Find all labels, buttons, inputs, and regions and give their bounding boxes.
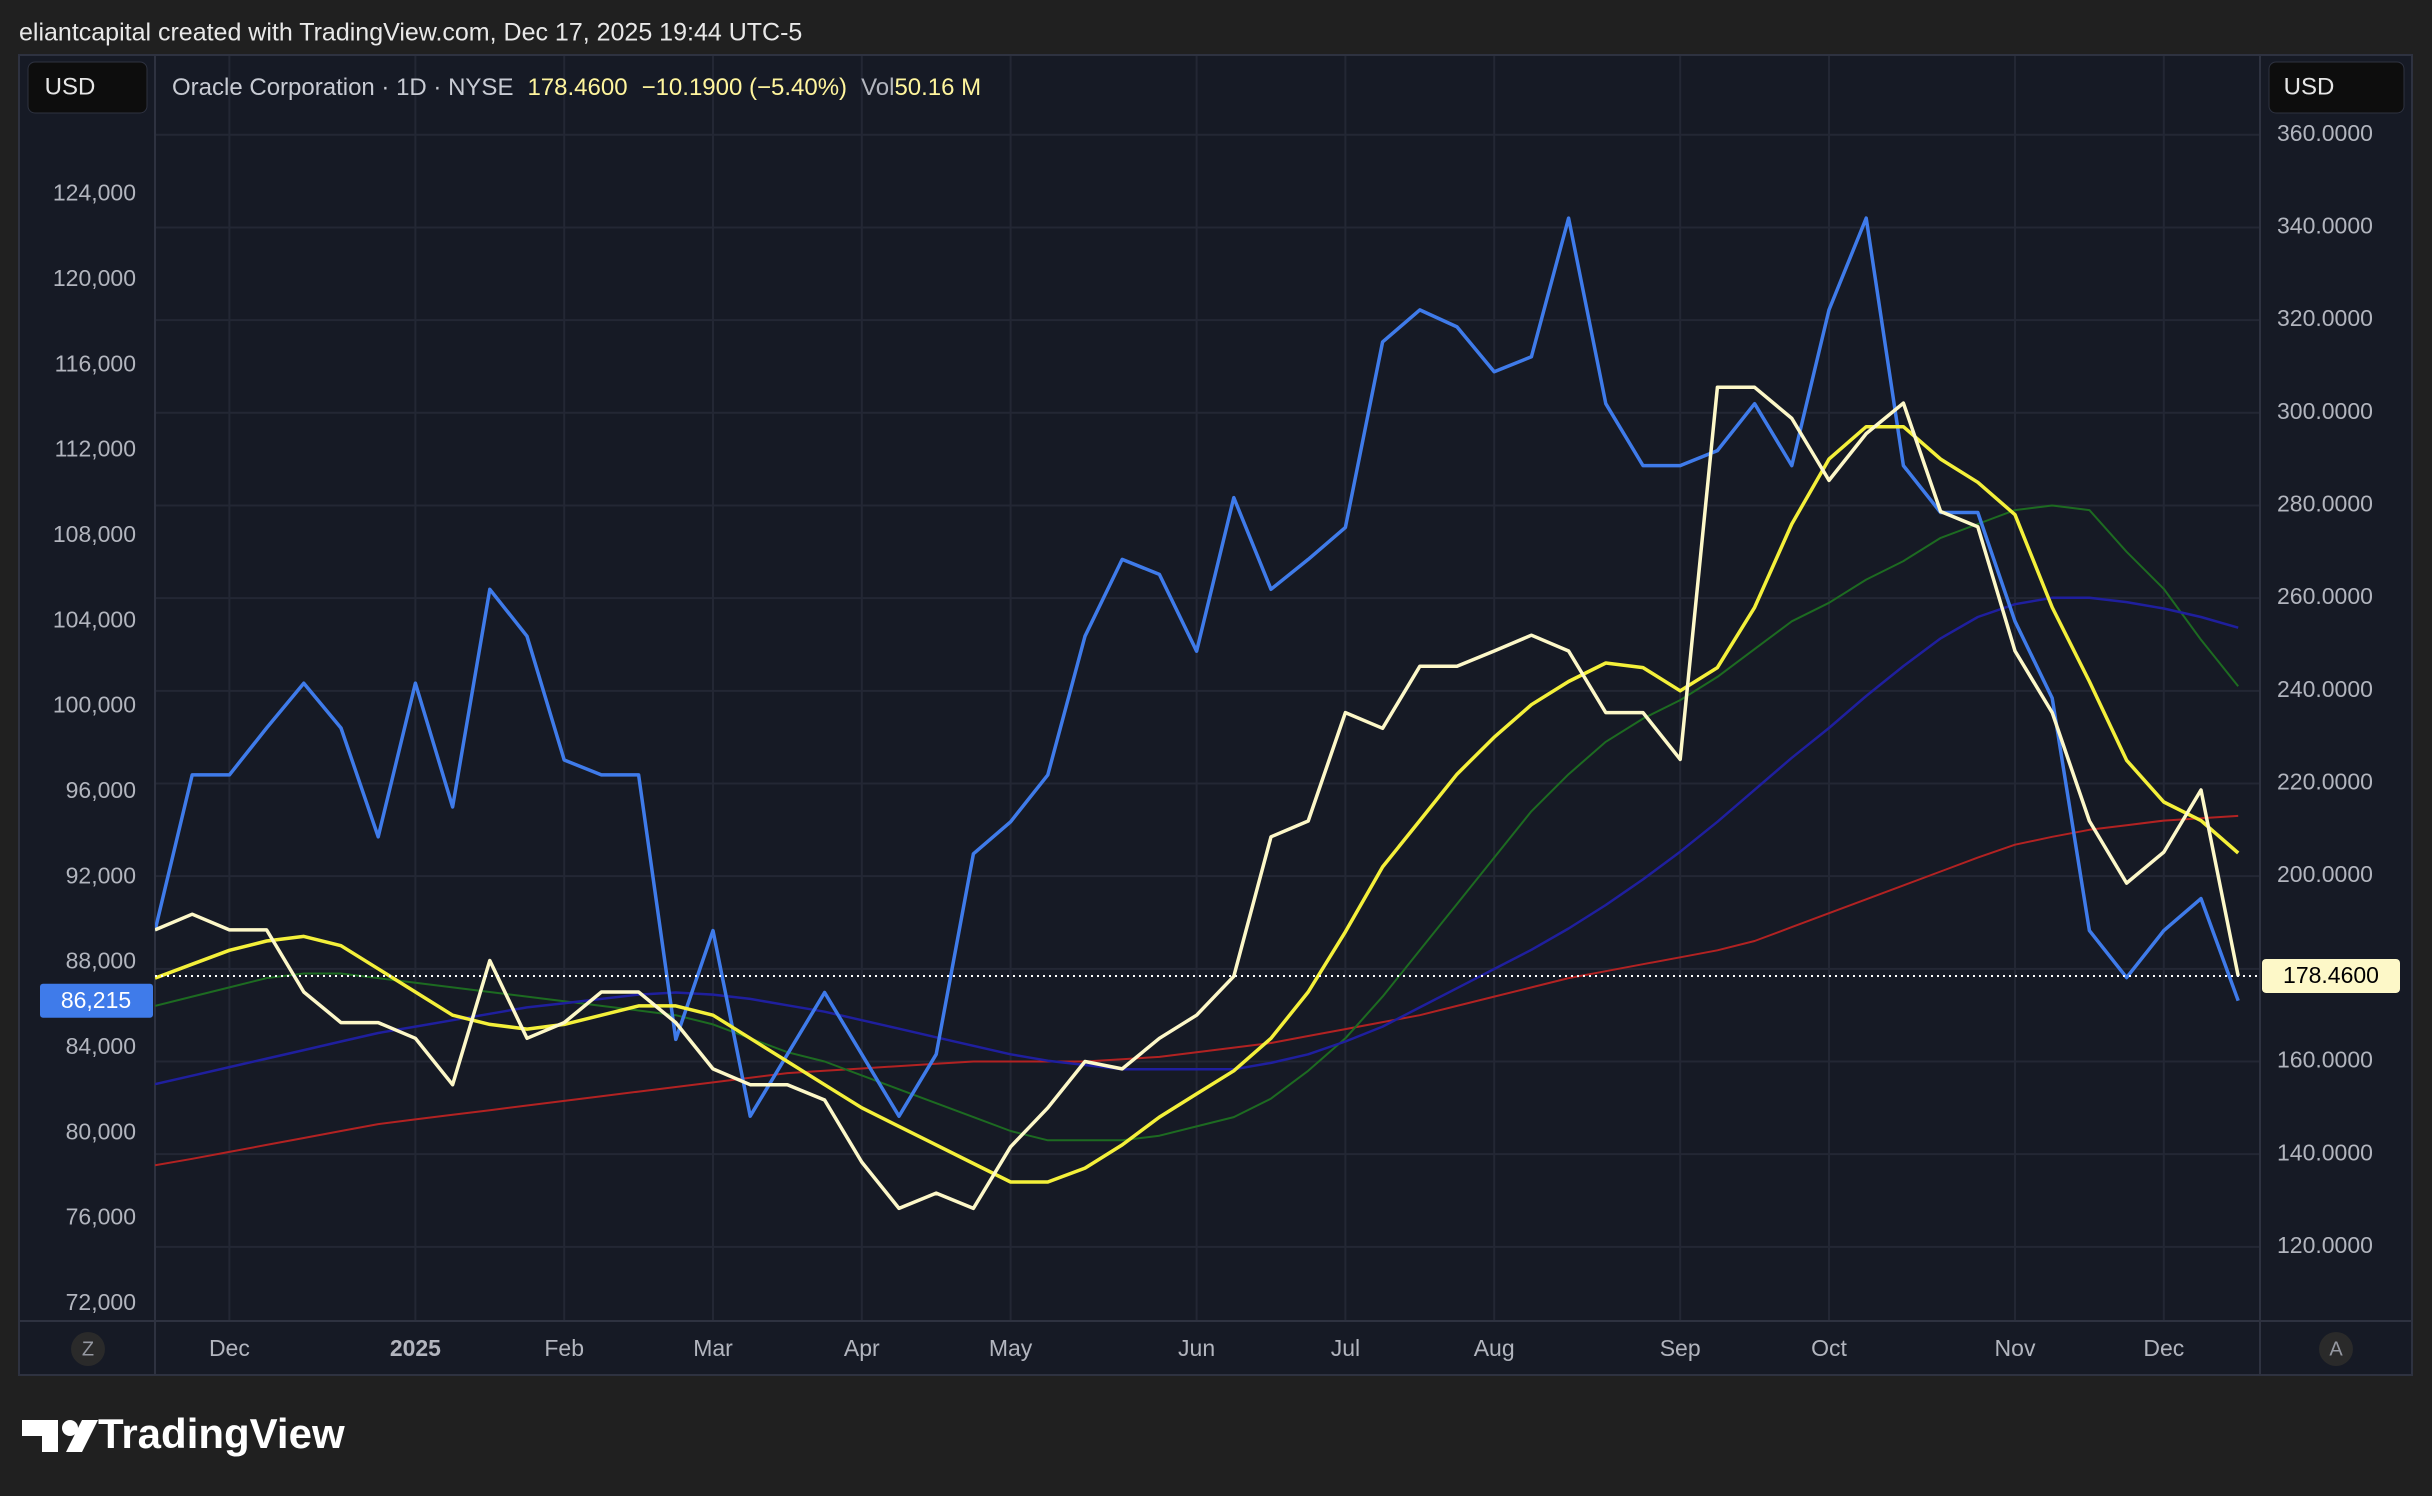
x-tick-label: Nov bbox=[1995, 1335, 2036, 1361]
auto-button-label[interactable]: A bbox=[2329, 1338, 2343, 1360]
y2-tick-label: 320.0000 bbox=[2277, 305, 2373, 331]
y-tick-label: 112,000 bbox=[55, 436, 136, 462]
y-tick-label: 104,000 bbox=[53, 606, 136, 632]
labels: 72,000 76,000 80,000 84,000 88,000 92,000 96,0… bbox=[40, 120, 2400, 1361]
price: 178.4600 bbox=[527, 74, 627, 101]
y-tick-label: 120,000 bbox=[53, 265, 136, 291]
x-tick-label: 2025 bbox=[390, 1335, 441, 1361]
y2-tick-label: 340.0000 bbox=[2277, 213, 2373, 239]
grid bbox=[155, 56, 2260, 1321]
x-tick-label: Dec bbox=[2143, 1335, 2184, 1361]
x-tick-label: May bbox=[989, 1335, 1033, 1361]
plot bbox=[155, 216, 2260, 1211]
series-line bbox=[155, 424, 2240, 1184]
y-tick-label: 80,000 bbox=[66, 1118, 136, 1144]
volume: 50.16 M bbox=[894, 74, 981, 101]
series-line bbox=[155, 216, 2240, 1118]
currency-left[interactable]: USD bbox=[45, 73, 96, 100]
y2-tick-label: 140.0000 bbox=[2277, 1139, 2373, 1165]
volume-label: Vol bbox=[861, 74, 894, 101]
y2-tick-label: 240.0000 bbox=[2277, 676, 2373, 702]
price-badge-label: 178.4600 bbox=[2283, 962, 2379, 988]
y-tick-label: 124,000 bbox=[53, 180, 136, 206]
change: −10.1900 (−5.40%) bbox=[642, 74, 848, 101]
price-badge bbox=[2262, 958, 2400, 993]
x-tick-label: Mar bbox=[693, 1335, 733, 1361]
x-tick-label: Jul bbox=[1331, 1335, 1360, 1361]
y-tick-label: 92,000 bbox=[66, 862, 136, 888]
series-line bbox=[155, 504, 2239, 1142]
x-tick-label: Dec bbox=[209, 1335, 250, 1361]
y2-tick-label: 220.0000 bbox=[2277, 769, 2373, 795]
legend-header: Oracle Corporation · 1D · NYSE 178.4600 −1… bbox=[172, 74, 981, 101]
top-bar-text: eliantcapital created with TradingView.c… bbox=[19, 19, 802, 47]
y-tick-label: 76,000 bbox=[66, 1204, 136, 1230]
y-tick-label: 108,000 bbox=[53, 521, 136, 547]
currency-right[interactable]: USD bbox=[2284, 73, 2335, 100]
series-line bbox=[155, 814, 2239, 1167]
y-tick-label: 72,000 bbox=[66, 1289, 136, 1315]
y-tick-label: 84,000 bbox=[66, 1033, 136, 1059]
x-tick-label: Jun bbox=[1178, 1335, 1215, 1361]
y-tick-label: 116,000 bbox=[55, 350, 136, 376]
y2-tick-label: 160.0000 bbox=[2277, 1047, 2373, 1073]
zoom-button[interactable] bbox=[71, 1332, 105, 1366]
y2-tick-label: 260.0000 bbox=[2277, 583, 2373, 609]
symbol: Oracle Corporation · 1D · NYSE bbox=[172, 74, 513, 101]
y2-tick-label: 300.0000 bbox=[2277, 398, 2373, 424]
y-tick-label: 96,000 bbox=[66, 777, 136, 803]
x-tick-label: Oct bbox=[1811, 1335, 1847, 1361]
zoom-button-label[interactable]: Z bbox=[82, 1338, 94, 1360]
y-tick-label: 88,000 bbox=[66, 948, 136, 974]
y2-tick-label: 200.0000 bbox=[2277, 861, 2373, 887]
logo-text: TradingView bbox=[98, 1410, 345, 1457]
y-tick-label: 100,000 bbox=[53, 692, 136, 718]
x-tick-label: Sep bbox=[1660, 1335, 1701, 1361]
logo-icon bbox=[22, 1420, 98, 1452]
y2-tick-label: 360.0000 bbox=[2277, 120, 2373, 146]
price-badge bbox=[40, 983, 153, 1018]
series-line bbox=[155, 596, 2239, 1086]
x-tick-label: Feb bbox=[544, 1335, 584, 1361]
x-tick-label: Aug bbox=[1474, 1335, 1515, 1361]
series-line bbox=[155, 385, 2240, 1211]
y2-tick-label: 280.0000 bbox=[2277, 491, 2373, 517]
currency-button[interactable] bbox=[2268, 61, 2405, 114]
y2-tick-label: 120.0000 bbox=[2277, 1232, 2373, 1258]
price-badge-label: 86,215 bbox=[61, 987, 131, 1013]
auto-button[interactable] bbox=[2319, 1332, 2353, 1366]
x-tick-label: Apr bbox=[844, 1335, 880, 1361]
currency-button[interactable] bbox=[27, 61, 148, 114]
